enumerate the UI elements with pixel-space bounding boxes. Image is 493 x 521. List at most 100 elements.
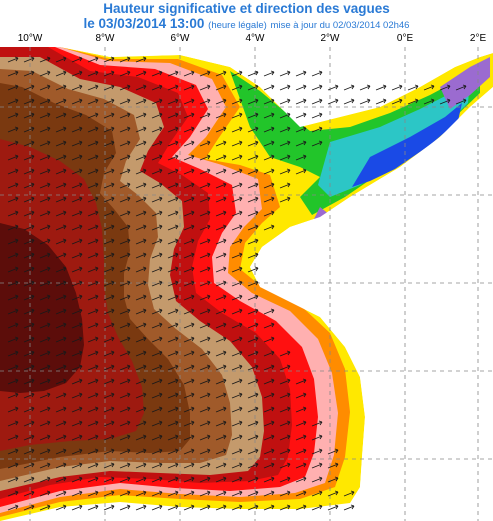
wave-arrow-head (62, 280, 67, 286)
wave-arrow-head (126, 504, 131, 510)
coast-brittany-france (250, 87, 493, 521)
wave-arrow-head (46, 448, 51, 454)
wave-arrow-head (94, 126, 99, 132)
wave-arrow (7, 127, 19, 133)
wave-arrow (23, 449, 35, 455)
wave-arrow (247, 267, 259, 273)
wave-arrow (247, 155, 259, 161)
wave-arrow (199, 393, 211, 399)
wave-arrow (263, 505, 275, 511)
wave-arrow (167, 113, 179, 119)
wave-arrow-head (190, 154, 195, 160)
wave-arrow-head (254, 154, 259, 160)
wave-arrow-head (206, 70, 211, 76)
wave-arrow-head (222, 322, 227, 328)
wave-arrow (135, 477, 147, 483)
wave-arrow-head (46, 196, 51, 202)
wave-arrow-head (238, 196, 243, 202)
wave-arrow (103, 211, 115, 217)
wave-arrow-head (62, 126, 67, 132)
wave-arrow (23, 463, 35, 469)
wave-arrow-head (174, 504, 179, 510)
wave-arrow (135, 407, 147, 413)
wave-arrow-head (222, 350, 227, 356)
wave-arrow (263, 197, 275, 203)
wave-arrow (263, 71, 275, 77)
wave-arrow-head (206, 98, 211, 104)
wave-arrow-head (254, 224, 259, 230)
wave-arrow-head (142, 294, 147, 300)
wave-arrow-head (30, 420, 35, 426)
wave-arrow (87, 337, 99, 343)
wave-arrow-head (286, 112, 291, 118)
wave-arrow (295, 421, 307, 427)
wave-arrow (183, 183, 195, 189)
wave-arrow-head (62, 294, 67, 300)
wave-arrow-head (174, 196, 179, 202)
wave-arrow (103, 309, 115, 315)
wave-arrow (103, 71, 115, 77)
wave-arrow-head (30, 224, 35, 230)
wave-arrow (183, 491, 195, 497)
wave-arrow-head (62, 420, 67, 426)
wave-arrow (135, 169, 147, 175)
wave-arrow (263, 169, 275, 175)
wave-arrow (55, 435, 67, 441)
wave-arrow (7, 85, 19, 91)
wave-arrow-head (126, 406, 131, 412)
wave-arrow (279, 197, 291, 203)
wave-arrow-head (94, 378, 99, 384)
wave-arrow (55, 155, 67, 161)
wave-arrow (327, 449, 339, 455)
wave-arrow-head (126, 266, 131, 272)
wave-arrow (247, 491, 259, 497)
wave-arrow (263, 99, 275, 105)
wave-arrow-head (142, 490, 147, 496)
wave-arrow-head (126, 70, 131, 76)
wave-arrow (247, 393, 259, 399)
wave-arrow (103, 463, 115, 469)
wave-arrow (231, 407, 243, 413)
wave-arrow (247, 71, 259, 77)
wave-arrow-head (174, 154, 179, 160)
wave-arrow-head (126, 364, 131, 370)
wave-arrow (183, 407, 195, 413)
wave-arrow (231, 183, 243, 189)
wave-arrow-head (110, 224, 115, 230)
wave-arrow (55, 337, 67, 343)
lon-label-8w: 8°W (95, 33, 115, 44)
wave-arrow (23, 407, 35, 413)
wave-arrow (151, 463, 163, 469)
wave-arrow-head (174, 280, 179, 286)
wave-arrow (327, 463, 339, 469)
wave-arrow-head (174, 84, 179, 90)
wave-arrow (215, 225, 227, 231)
wave-arrow (135, 155, 147, 161)
wave-arrow (87, 99, 99, 105)
wave-arrow (183, 505, 195, 511)
wave-arrow-head (94, 336, 99, 342)
wave-arrow (103, 127, 115, 133)
wave-arrow-head (190, 70, 195, 76)
wave-arrow (71, 323, 83, 329)
wave-arrow-head (142, 504, 147, 510)
wave-arrow-head (302, 126, 307, 132)
wave-arrow (311, 113, 323, 119)
wave-arrow-head (158, 406, 163, 412)
wave-arrow-head (270, 112, 275, 118)
wave-arrow (183, 155, 195, 161)
wave-arrow (199, 351, 211, 357)
wave-arrow (231, 239, 243, 245)
wave-arrow-head (110, 350, 115, 356)
wave-arrow (87, 169, 99, 175)
wave-arrow (119, 183, 131, 189)
wave-arrow (151, 127, 163, 133)
wave-arrow (7, 309, 19, 315)
wave-arrow (247, 379, 259, 385)
wave-arrow-head (206, 84, 211, 90)
wave-arrow (135, 239, 147, 245)
wave-arrow-head (222, 252, 227, 258)
wave-arrow (247, 85, 259, 91)
wave-arrow-head (350, 98, 355, 104)
wave-arrow-head (222, 196, 227, 202)
